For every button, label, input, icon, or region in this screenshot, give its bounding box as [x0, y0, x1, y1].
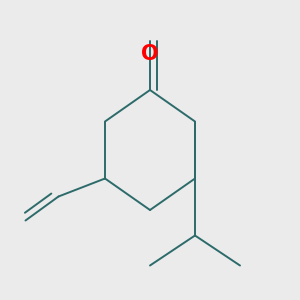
Text: O: O	[141, 44, 159, 64]
